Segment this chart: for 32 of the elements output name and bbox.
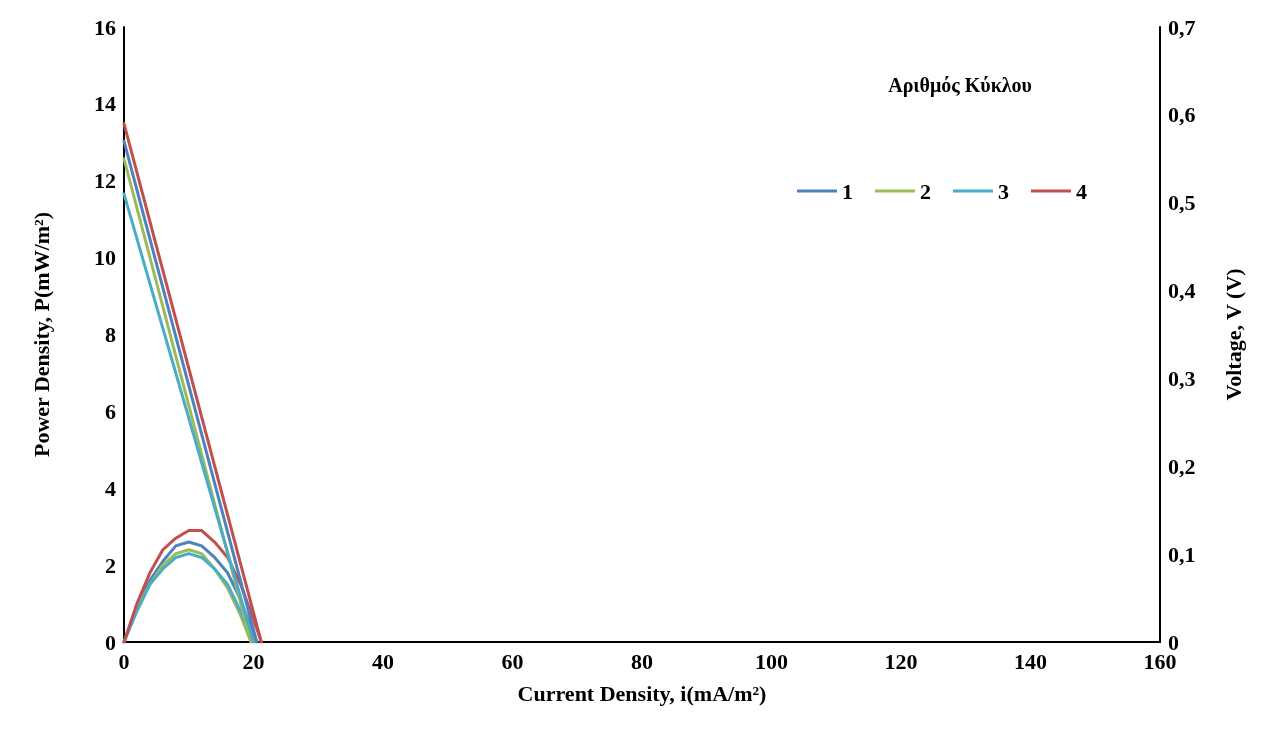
- legend-title: Αριθμός Κύκλου: [888, 74, 1032, 97]
- x-tick-label: 120: [884, 648, 918, 674]
- y2-tick-label: 0,6: [1168, 102, 1196, 128]
- x-tick-label: 80: [631, 648, 653, 674]
- x-tick-label: 100: [755, 648, 788, 674]
- y2-tick-label: 0,2: [1168, 453, 1196, 479]
- y2-tick-label: 0,4: [1168, 278, 1196, 304]
- y2-tick-label: 0: [1168, 629, 1179, 655]
- y2-axis-title: Voltage, V (V): [1220, 268, 1246, 401]
- y-axis-title: Power Density, P(mW/m²): [28, 211, 54, 458]
- legend-label: 1: [842, 178, 853, 204]
- y-tick-label: 0: [105, 629, 116, 655]
- legend-label: 3: [998, 178, 1009, 204]
- legend-label: 4: [1076, 178, 1087, 204]
- y2-tick-label: 0,3: [1168, 365, 1196, 391]
- y-tick-label: 16: [94, 14, 116, 40]
- y-tick-label: 10: [94, 245, 116, 271]
- x-tick-label: 20: [242, 648, 265, 674]
- y-tick-label: 12: [94, 168, 116, 194]
- y2-tick-label: 0,1: [1168, 541, 1196, 567]
- x-tick-label: 140: [1014, 648, 1047, 674]
- y-tick-label: 2: [105, 552, 116, 578]
- y2-tick-label: 0,5: [1168, 190, 1196, 216]
- y-tick-label: 4: [105, 475, 116, 501]
- y-tick-label: 8: [105, 322, 116, 347]
- y2-tick-label: 0,7: [1168, 14, 1196, 40]
- y-tick-label: 14: [94, 91, 116, 117]
- x-axis-title: Current Density, i(mA/m²): [517, 680, 767, 706]
- y-tick-label: 6: [105, 398, 116, 424]
- x-tick-label: 60: [501, 648, 524, 674]
- legend-label: 2: [920, 178, 931, 204]
- x-tick-label: 40: [372, 648, 394, 674]
